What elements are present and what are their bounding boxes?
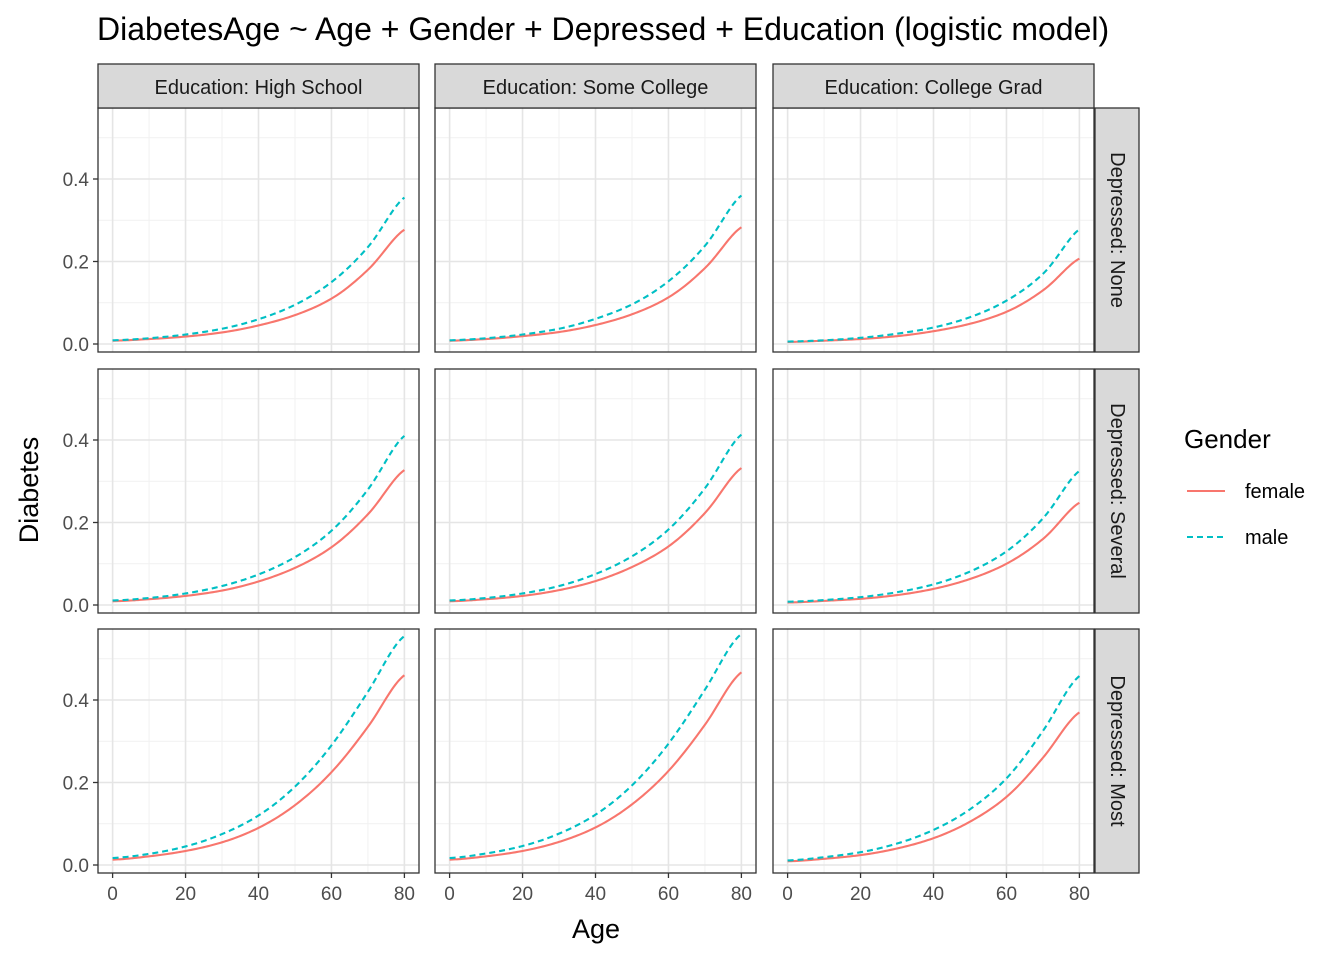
series-line-female [787,711,1081,863]
facet-panel: 0.0 0.2 0.4 [63,107,420,356]
column-strip: Education: College Grad [772,63,1095,109]
row-strip-background [1094,628,1140,874]
x-tick-label: 80 [1069,884,1090,905]
y-tick-label: 0.4 [63,431,90,452]
facet-panel: 0.0 0.2 0.4 [63,368,420,617]
chart-title: DiabetesAge ~ Age + Gender + Depressed +… [97,11,1109,47]
series-line-female [449,671,743,861]
series-line-male [449,433,743,602]
x-tick-label: 20 [512,884,533,905]
facet-panel: 0 20 40 60 80 [772,628,1095,905]
series-line-male [787,228,1081,343]
legend-title: Gender [1184,424,1271,454]
x-axis-label: Age [572,914,620,944]
x-tick-label: 60 [658,884,679,905]
column-strip-background [772,63,1095,109]
column-strip-label: Education: High School [155,77,363,99]
x-tick-label: 40 [923,884,944,905]
x-tick-label: 0 [782,884,793,905]
facet-panel [772,107,1095,353]
series-line-male [112,635,406,860]
row-strip-background [1094,368,1140,614]
series-line-female [112,469,406,603]
y-axis-label: Diabetes [14,437,44,544]
x-tick-label: 60 [321,884,342,905]
x-tick-label: 20 [175,884,196,905]
facet-panel [434,107,757,353]
facet-panel: 0.0 0.2 0.4 0 20 40 60 80 [63,628,420,905]
y-tick-label: 0.0 [63,856,89,877]
y-tick-label: 0.2 [63,774,89,795]
facet-panel: 0 20 40 60 80 [434,628,757,905]
y-tick-label: 0.4 [63,691,90,712]
y-tick-label: 0.0 [63,335,89,356]
facet-panels: 0.0 0.2 0.4 0.0 0.2 0.4 0.0 0.2 0.4 0 20 40 60 80 0 20 4… [63,63,1140,905]
panel-border [434,368,757,614]
x-tick-label: 20 [850,884,871,905]
column-strip-background [434,63,757,109]
series-line-male [449,194,743,342]
legend: Gender female male [1184,424,1305,549]
series-line-female [787,501,1080,604]
row-strip: Depressed: Several [1094,368,1140,614]
legend-label: female [1245,481,1305,503]
column-strip-label: Education: Some College [483,77,709,99]
row-strip-label: Depressed: Several [1106,403,1128,579]
row-strip-label: Depressed: None [1106,152,1128,308]
row-strip-label: Depressed: Most [1106,675,1128,827]
facet-panel [772,368,1095,614]
column-strip-background [97,63,420,109]
series-line-female [112,674,406,861]
x-tick-label: 80 [394,884,415,905]
panel-border [772,368,1095,614]
column-strip-label: Education: College Grad [825,77,1043,99]
facet-panel [434,368,757,614]
y-tick-label: 0.2 [63,253,89,274]
x-tick-label: 0 [444,884,455,905]
row-strip: Depressed: None [1094,107,1140,353]
y-tick-label: 0.0 [63,596,89,617]
x-tick-label: 40 [248,884,269,905]
legend-item-male: male [1187,527,1288,549]
x-tick-label: 0 [107,884,118,905]
series-line-female [449,467,743,603]
legend-item-female: female [1187,481,1305,503]
series-line-female [449,226,743,342]
series-line-female [787,257,1080,343]
column-strip: Education: Some College [434,63,757,109]
column-strip: Education: High School [97,63,420,109]
panel-border [97,368,420,614]
series-line-female [112,228,405,342]
series-line-male [112,196,406,342]
y-tick-label: 0.4 [63,170,90,191]
x-tick-label: 60 [996,884,1017,905]
x-tick-label: 40 [585,884,606,905]
row-strip-background [1094,107,1140,353]
x-tick-label: 80 [731,884,752,905]
series-line-male [449,633,743,860]
legend-label: male [1245,527,1288,549]
y-tick-label: 0.2 [63,514,89,535]
row-strip: Depressed: Most [1094,628,1140,874]
